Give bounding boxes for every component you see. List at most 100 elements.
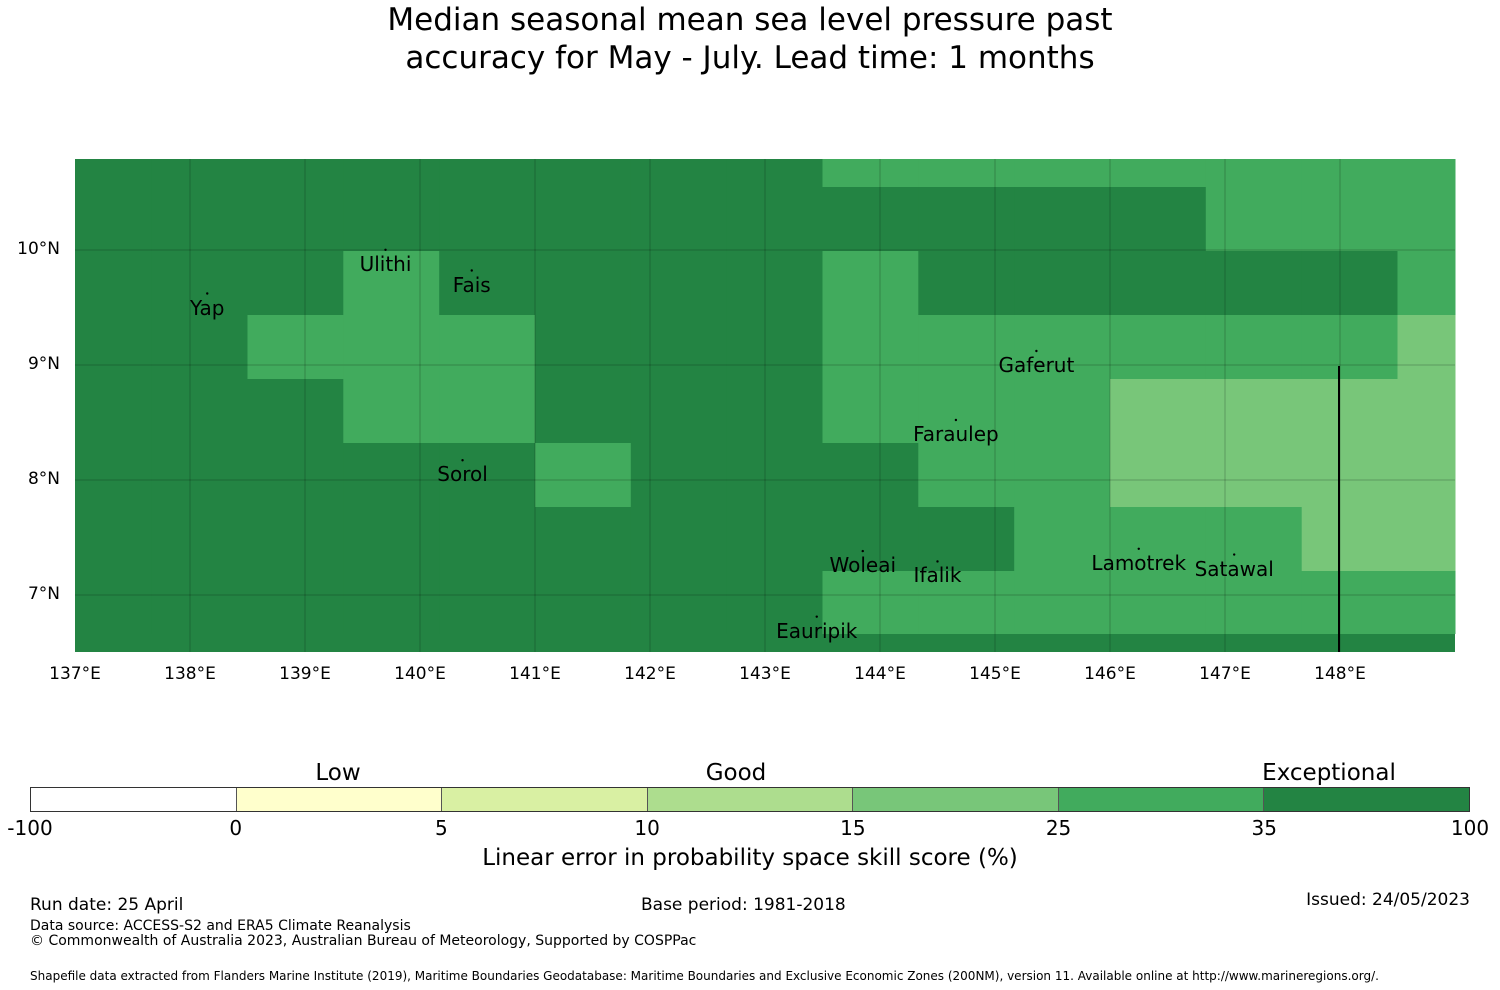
skill-cell (822, 187, 919, 251)
skill-cell (822, 443, 919, 507)
skill-cell (1205, 507, 1303, 571)
skill-cell (343, 507, 440, 571)
skill-cell (439, 571, 536, 634)
skill-cell (343, 187, 440, 251)
skill-cell (151, 187, 248, 251)
colorbar (30, 787, 1470, 812)
island-dot (206, 292, 209, 295)
skill-cell (726, 507, 823, 571)
skill-cell (822, 159, 919, 187)
skill-cell (1301, 187, 1398, 251)
skill-cell (151, 379, 248, 443)
skill-cell (1110, 571, 1207, 634)
place-label: Fais (452, 272, 491, 297)
skill-cell (75, 571, 153, 634)
island-dot (861, 549, 864, 553)
island-dot (384, 248, 387, 251)
skill-cell (535, 507, 632, 571)
skill-cell (1301, 159, 1398, 187)
skill-cell (343, 315, 440, 379)
skill-cell (630, 379, 728, 443)
skill-cell (535, 251, 632, 315)
island-dot (1035, 349, 1038, 353)
skill-cell (1205, 443, 1303, 507)
skill-cell (343, 251, 440, 315)
skill-cell (1301, 251, 1398, 315)
skill-cell (75, 159, 153, 187)
skill-cell (439, 507, 536, 571)
island-markers (206, 248, 1236, 618)
latitude-label: 8°N (27, 469, 60, 489)
skill-cell (1205, 159, 1303, 187)
skill-cell (1014, 379, 1111, 443)
skill-cell (630, 315, 728, 379)
skill-cell (439, 187, 536, 251)
skill-cell (75, 315, 153, 379)
skill-grid (75, 159, 1456, 652)
skill-cell (1014, 315, 1111, 379)
skill-cell (247, 187, 344, 251)
skill-cell (439, 315, 536, 379)
longitude-label: 144°E (854, 664, 906, 684)
copyright: © Commonwealth of Australia 2023, Austra… (30, 933, 697, 949)
colorbar-segment (1058, 788, 1265, 811)
island-dot (1233, 553, 1236, 556)
skill-cell (630, 443, 728, 507)
skill-cell (75, 379, 153, 443)
skill-cell (535, 571, 632, 634)
colorbar-segment (442, 788, 648, 811)
skill-cell (151, 571, 248, 634)
skill-cell (535, 443, 632, 507)
skill-cell (918, 251, 1015, 315)
skill-cell (1014, 507, 1111, 571)
place-label: Eauripik (776, 618, 858, 643)
island-dot (470, 269, 473, 272)
skill-cell (247, 379, 344, 443)
skill-cell (1110, 159, 1207, 187)
skill-cell (535, 315, 632, 379)
skill-cell (1205, 571, 1303, 634)
longitude-label: 138°E (164, 664, 216, 684)
longitude-label: 146°E (1084, 664, 1136, 684)
longitude-label: 140°E (394, 664, 446, 684)
place-label: Yap (190, 295, 225, 320)
skill-cell (1110, 187, 1207, 251)
skill-cell (535, 159, 632, 187)
skill-cell (726, 443, 823, 507)
shapefile-credit: Shapefile data extracted from Flanders M… (30, 969, 1379, 983)
skill-map (75, 159, 1456, 652)
skill-cell (535, 379, 632, 443)
run-date: Run date: 25 April (30, 895, 184, 915)
place-label: Sorol (437, 462, 488, 487)
skill-cell (630, 507, 728, 571)
place-label: Ulithi (359, 251, 412, 276)
longitude-label: 145°E (969, 664, 1021, 684)
skill-cell (1110, 315, 1207, 379)
skill-cell (1397, 187, 1456, 251)
skill-cell (1397, 507, 1456, 571)
colorbar-category-exceptional: Exceptional (1262, 760, 1396, 786)
skill-cell (151, 315, 248, 379)
skill-cell (822, 315, 919, 379)
skill-cell (1397, 443, 1456, 507)
colorbar-segment (853, 788, 1059, 811)
skill-cell (918, 507, 1015, 571)
chart-title-line1: Median seasonal mean sea level pressure … (387, 2, 1113, 38)
skill-cell (247, 507, 344, 571)
skill-cell (918, 443, 1015, 507)
skill-cell (343, 379, 440, 443)
skill-cell (1301, 315, 1398, 379)
skill-cell (630, 159, 728, 187)
place-label: Woleai (829, 553, 897, 578)
longitude-label: 143°E (739, 664, 791, 684)
colorbar-tick-label: 0 (229, 816, 243, 840)
skill-cell (1205, 379, 1303, 443)
colorbar-category-good: Good (705, 760, 767, 786)
skill-cell (439, 251, 536, 315)
skill-cell (726, 379, 823, 443)
skill-cell (726, 315, 823, 379)
skill-cell (918, 315, 1015, 379)
skill-cell (75, 443, 153, 507)
skill-cell (535, 187, 632, 251)
skill-cell (439, 379, 536, 443)
